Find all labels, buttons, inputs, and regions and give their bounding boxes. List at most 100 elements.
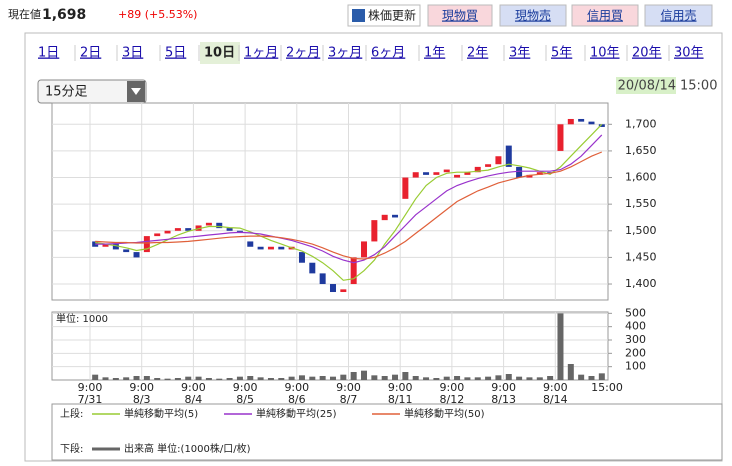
legend-upper: 上段: <box>60 407 83 420</box>
tab[interactable]: 3日 <box>122 46 143 61</box>
tab[interactable]: 2ヶ月 <box>286 46 320 61</box>
candle <box>329 284 336 293</box>
volume-bar <box>505 374 512 380</box>
candle <box>371 220 378 242</box>
candle <box>588 121 595 125</box>
tab[interactable]: 10日 <box>204 46 235 61</box>
candle <box>526 174 533 178</box>
candle <box>464 172 471 175</box>
tab[interactable]: 1日 <box>38 46 59 61</box>
candle <box>267 246 274 250</box>
volume-bar <box>392 374 399 380</box>
volume-bar <box>257 377 264 380</box>
x-tick-label: 9:00 <box>388 381 413 394</box>
tab[interactable]: 30年 <box>674 46 704 61</box>
candle <box>485 164 492 167</box>
candle <box>247 241 254 247</box>
tab[interactable]: 3ヶ月 <box>328 46 362 61</box>
volume-bar <box>443 376 450 380</box>
candle <box>443 169 450 173</box>
volume-bar <box>361 370 368 380</box>
plot-frame <box>51 102 609 301</box>
x-date-label: 8/13 <box>491 393 516 406</box>
tab[interactable]: 5年 <box>551 46 572 61</box>
volume-bar <box>598 373 605 380</box>
y-tick-label: 1,700 <box>625 117 657 130</box>
candle <box>257 246 264 250</box>
tab[interactable]: 3年 <box>509 46 530 61</box>
candle <box>112 244 119 250</box>
volume-bar <box>133 376 140 380</box>
candle <box>557 124 564 151</box>
volume-bar <box>247 376 254 380</box>
volume-bar <box>454 376 461 380</box>
candle <box>598 124 605 127</box>
candle <box>516 166 523 178</box>
button[interactable] <box>571 4 639 27</box>
volume-bar <box>433 378 440 380</box>
volume-bar <box>298 375 305 380</box>
tab-selected-bg <box>200 42 240 64</box>
timestamp-time: 15:00 <box>680 79 717 94</box>
x-end-label: 15:00 <box>591 381 623 394</box>
candle <box>298 252 305 263</box>
x-tick-label: 9:00 <box>233 381 258 394</box>
candle <box>361 241 368 258</box>
candle <box>319 273 326 285</box>
volume-bar <box>474 377 481 380</box>
button-label: 現物買 <box>442 9 478 23</box>
tab[interactable]: 20年 <box>632 46 662 61</box>
candle <box>216 222 223 229</box>
candle <box>412 172 419 178</box>
candle <box>505 145 512 167</box>
x-tick-label: 9:00 <box>440 381 465 394</box>
button[interactable] <box>427 4 493 27</box>
candle <box>454 174 461 178</box>
button-label: 現物売 <box>515 8 551 23</box>
button-label: 信用売 <box>660 8 696 23</box>
candle <box>350 257 357 285</box>
candle <box>474 166 481 173</box>
y-tick-label: 200 <box>625 346 646 359</box>
x-tick-label: 9:00 <box>284 381 309 394</box>
y-tick-label: 400 <box>625 320 646 333</box>
volume-bar <box>516 376 523 380</box>
button[interactable] <box>499 4 567 27</box>
candle <box>133 252 140 258</box>
volume-bar <box>526 377 533 380</box>
candle <box>143 236 150 253</box>
legend-label: 単純移動平均(25) <box>256 407 337 420</box>
volume-bar <box>226 378 233 380</box>
volume-bar <box>319 376 326 380</box>
ma-line <box>95 134 603 264</box>
candle <box>102 244 109 247</box>
tab[interactable]: 2日 <box>80 46 101 61</box>
volume-bar <box>371 375 378 380</box>
tab[interactable]: 5日 <box>165 46 186 61</box>
volume-bar <box>164 378 171 380</box>
tab[interactable]: 1年 <box>424 46 445 61</box>
x-date-label: 8/12 <box>440 393 465 406</box>
volume-bar <box>547 376 554 380</box>
candle <box>381 214 388 221</box>
button[interactable] <box>347 4 421 27</box>
x-date-label: 8/3 <box>133 393 151 406</box>
quote-label: 現在値 <box>8 8 41 21</box>
volume-bar <box>92 374 99 380</box>
candle <box>309 262 316 274</box>
quote-change: +89 (+5.53%) <box>118 8 197 21</box>
legend-label: 単純移動平均(5) <box>124 407 198 420</box>
candle <box>92 241 99 247</box>
y-tick-label: 1,500 <box>625 224 657 237</box>
tab[interactable]: 6ヶ月 <box>371 46 405 61</box>
candle <box>423 172 430 175</box>
volume-bar <box>381 376 388 380</box>
tab[interactable]: 10年 <box>590 46 620 61</box>
y-tick-label: 500 <box>625 306 646 319</box>
tab[interactable]: 2年 <box>467 46 488 61</box>
x-tick-label: 9:00 <box>543 381 568 394</box>
tab[interactable]: 1ヶ月 <box>244 46 278 61</box>
candle <box>236 230 243 232</box>
button[interactable] <box>644 4 713 27</box>
